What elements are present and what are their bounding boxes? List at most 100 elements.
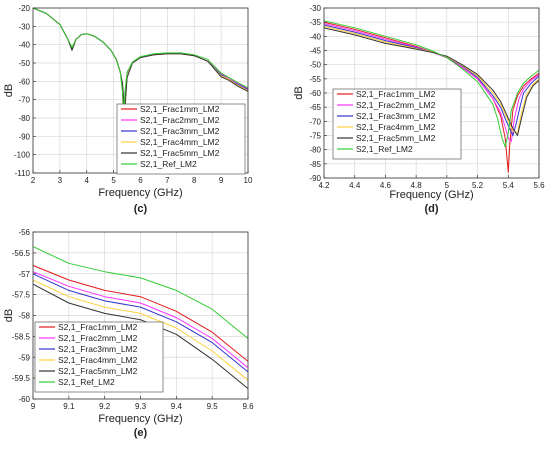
plot-frame bbox=[32, 231, 249, 400]
series-line-2 bbox=[33, 271, 248, 369]
legend-entry: S2,1_Ref_LM2 bbox=[140, 159, 197, 169]
series-line-5 bbox=[33, 8, 248, 110]
panel-caption: (e) bbox=[134, 427, 148, 439]
series-line-6 bbox=[33, 246, 248, 339]
x-tick-label: 5.4 bbox=[503, 181, 515, 190]
y-tick-label: -75 bbox=[309, 132, 321, 141]
legend-entry: S2,1_Frac1mm_LM2 bbox=[58, 322, 138, 332]
x-tick-label: 4.8 bbox=[411, 181, 423, 190]
series-line-3 bbox=[324, 24, 539, 136]
y-tick-label: -45 bbox=[309, 47, 321, 56]
x-tick-label: 9.2 bbox=[99, 402, 111, 411]
y-tick-label: -90 bbox=[18, 132, 30, 141]
legend-entry: S2,1_Ref_LM2 bbox=[356, 144, 413, 154]
y-tick-label: -59.5 bbox=[12, 374, 31, 383]
x-tick-label: 5.6 bbox=[533, 181, 545, 190]
series-group bbox=[324, 20, 539, 173]
legend-entry: S2,1_Ref_LM2 bbox=[58, 377, 115, 387]
legend-entry: S2,1_Frac4mm_LM2 bbox=[140, 137, 220, 147]
x-tick-label: 8 bbox=[192, 176, 197, 185]
legend-entry: S2,1_Frac5mm_LM2 bbox=[58, 366, 138, 376]
y-tick-label: -58 bbox=[18, 312, 30, 321]
series-line-1 bbox=[33, 264, 248, 362]
x-axis-label: Frequency (GHz) bbox=[98, 413, 182, 425]
legend-entry: S2,1_Frac2mm_LM2 bbox=[58, 333, 138, 343]
x-tick-label: 3 bbox=[58, 176, 63, 185]
x-axis-label: Frequency (GHz) bbox=[98, 187, 182, 199]
x-tick-label: 4 bbox=[85, 176, 90, 185]
chart-e: 9 9.1 9.2 9.3 9.4 9.5 9.6 -56 -56.5 -57 -57.5 -58 -5… bbox=[3, 228, 254, 439]
legend-entry: S2,1_Frac5mm_LM2 bbox=[356, 133, 436, 143]
legend: S2,1_Frac1mm_LM2S2,1_Frac2mm_LM2S2,1_Fra… bbox=[116, 103, 246, 175]
y-axis-label: dB bbox=[3, 309, 15, 322]
x-tick-label: 6 bbox=[138, 176, 143, 185]
series-line-3 bbox=[33, 273, 248, 373]
x-tick-label: 9.1 bbox=[63, 402, 75, 411]
chart-c: 2 3 4 5 6 7 8 9 10 -20 -30 -40 -50 -60 -70 -80 -90 -100 -1… bbox=[3, 4, 253, 215]
legend-entry: S2,1_Frac2mm_LM2 bbox=[140, 115, 220, 125]
legend-entry: S2,1_Frac4mm_LM2 bbox=[356, 122, 436, 132]
series-line-6 bbox=[324, 20, 539, 148]
legend-entry: S2,1_Frac3mm_LM2 bbox=[58, 344, 138, 354]
y-axis-label: dB bbox=[3, 84, 15, 97]
legend: S2,1_Frac1mm_LM2S2,1_Frac2mm_LM2S2,1_Fra… bbox=[34, 321, 164, 393]
x-tick-label: 4.4 bbox=[349, 181, 361, 190]
y-tick-label: -60 bbox=[309, 89, 321, 98]
series-line-5 bbox=[33, 283, 248, 389]
series-line-4 bbox=[33, 279, 248, 381]
y-tick-label: -58.5 bbox=[12, 332, 31, 341]
legend-entry: S2,1_Frac3mm_LM2 bbox=[140, 126, 220, 136]
legend-entry: S2,1_Frac4mm_LM2 bbox=[58, 355, 138, 365]
y-tick-label: -30 bbox=[309, 4, 321, 13]
y-tick-label: -100 bbox=[14, 151, 31, 160]
y-tick-label: -80 bbox=[18, 114, 30, 123]
x-tick-label: 9.4 bbox=[171, 402, 183, 411]
x-tick-label: 9.3 bbox=[135, 402, 147, 411]
x-tick-label: 5.2 bbox=[472, 181, 484, 190]
legend-box bbox=[116, 103, 246, 175]
x-tick-label: 5 bbox=[111, 176, 116, 185]
x-tick-label: 5 bbox=[445, 181, 450, 190]
y-tick-label: -60 bbox=[18, 77, 30, 86]
y-tick-label: -60 bbox=[18, 395, 30, 404]
series-line-5 bbox=[324, 27, 539, 136]
y-tick-label: -50 bbox=[309, 61, 321, 70]
y-tick-label: -57 bbox=[18, 270, 30, 279]
y-tick-label: -35 bbox=[309, 18, 321, 27]
series-group bbox=[33, 246, 248, 389]
y-tick-label: -65 bbox=[309, 103, 321, 112]
y-tick-label: -56 bbox=[18, 228, 30, 237]
y-tick-label: -56.5 bbox=[12, 249, 31, 258]
x-tick-label: 10 bbox=[244, 176, 253, 185]
legend-entry: S2,1_Frac2mm_LM2 bbox=[356, 100, 436, 110]
y-tick-label: -70 bbox=[309, 117, 321, 126]
x-tick-label: 7 bbox=[165, 176, 170, 185]
legend-entry: S2,1_Frac3mm_LM2 bbox=[356, 111, 436, 121]
legend-box bbox=[34, 321, 164, 393]
panel-caption: (d) bbox=[424, 203, 438, 215]
x-tick-label: 4.2 bbox=[318, 181, 330, 190]
y-tick-label: -110 bbox=[15, 169, 31, 178]
y-tick-label: -85 bbox=[309, 160, 321, 169]
y-tick-label: -55 bbox=[309, 75, 321, 84]
x-tick-label: 9 bbox=[219, 176, 224, 185]
y-tick-label: -80 bbox=[309, 146, 321, 155]
x-tick-label: 4.6 bbox=[380, 181, 392, 190]
y-tick-label: -90 bbox=[309, 174, 321, 183]
panel-caption: (c) bbox=[134, 203, 148, 215]
x-tick-label: 2 bbox=[31, 176, 36, 185]
x-tick-label: 9.6 bbox=[242, 402, 254, 411]
chart-d: 4.2 4.4 4.6 4.8 5 5.2 5.4 5.6 -30 -35 -40 -45 -50 -55… bbox=[293, 4, 545, 215]
series-line-2 bbox=[324, 23, 539, 142]
y-tick-label: -40 bbox=[18, 41, 30, 50]
x-axis-label: Frequency (GHz) bbox=[389, 189, 473, 201]
y-tick-label: -30 bbox=[18, 22, 30, 31]
y-tick-label: -70 bbox=[18, 96, 30, 105]
legend: S2,1_Frac1mm_LM2S2,1_Frac2mm_LM2S2,1_Fra… bbox=[332, 88, 462, 160]
series-line-1 bbox=[324, 21, 539, 173]
plot-frame bbox=[323, 7, 540, 179]
legend-entry: S2,1_Frac1mm_LM2 bbox=[356, 89, 436, 99]
y-tick-label: -40 bbox=[309, 32, 321, 41]
